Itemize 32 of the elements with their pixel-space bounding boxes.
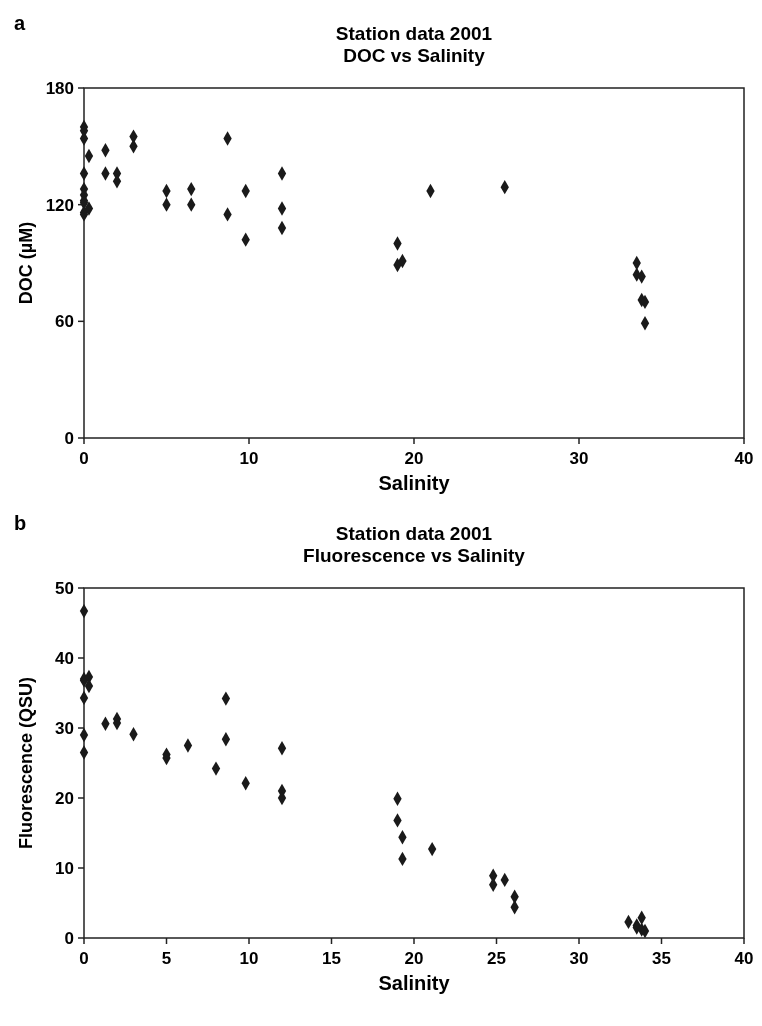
y-tick-label: 0 (64, 928, 74, 948)
y-tick-label: 50 (55, 578, 74, 598)
x-axis-title: Salinity (378, 472, 451, 494)
text: b (14, 512, 27, 534)
chart-title: Station data 2001 Fluorescence vs Salinity (303, 523, 526, 566)
x-tick-label: 30 (569, 449, 589, 468)
x-tick-label: 0 (79, 449, 89, 468)
y-tick-label: 20 (55, 788, 74, 808)
y-axis-title: DOC (µM) (16, 221, 36, 305)
x-tick-label: 35 (652, 949, 671, 968)
x-tick-label: 10 (239, 949, 259, 968)
x-tick-label: 40 (734, 949, 754, 968)
x-tick-label: 0 (79, 949, 89, 968)
y-tick-label: 30 (55, 718, 74, 738)
x-tick-label: 10 (239, 449, 259, 468)
y-axis-title: Fluorescence (QSU) (16, 676, 36, 850)
text: a (14, 12, 26, 34)
y-tick-label: 180 (45, 78, 74, 98)
x-tick-label: 40 (734, 449, 754, 468)
x-tick-label: 5 (161, 949, 172, 968)
y-tick-label: 60 (55, 312, 74, 332)
x-tick-label: 25 (487, 949, 506, 968)
chart-title: Station data 2001 DOC vs Salinity (335, 23, 493, 66)
x-tick-label: 15 (322, 949, 341, 968)
x-tick-label: 20 (404, 449, 424, 468)
y-tick-label: 10 (55, 858, 74, 878)
x-axis-title: Salinity (378, 972, 451, 994)
x-tick-label: 30 (569, 949, 589, 968)
y-tick-label: 120 (45, 195, 74, 215)
y-tick-label: 0 (64, 428, 74, 448)
y-tick-label: 40 (55, 648, 74, 668)
x-tick-label: 20 (404, 949, 424, 968)
